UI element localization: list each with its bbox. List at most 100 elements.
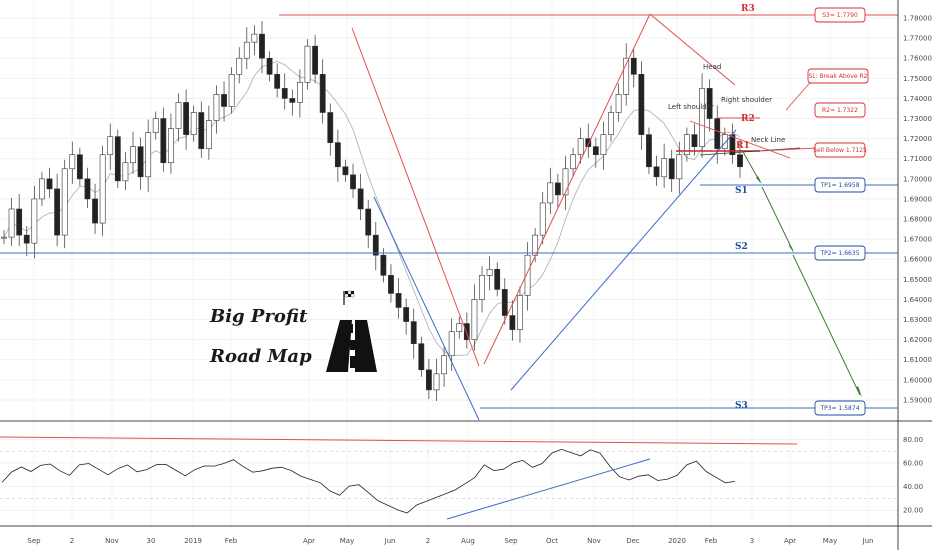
candle-body: [395, 293, 402, 308]
candle-body: [365, 208, 372, 236]
price-tick-label: 1.65000: [903, 276, 932, 284]
candle-body: [380, 254, 387, 276]
candle-body: [418, 343, 425, 371]
price-tick-label: 1.73000: [903, 115, 932, 123]
rsi-axis: 80.00 60.00 40.00 20.00: [903, 436, 923, 515]
candle-body: [236, 57, 243, 75]
target-box: [807, 68, 869, 84]
candle-body: [213, 94, 220, 121]
candlesticks: [1, 21, 743, 401]
candle-body: [228, 74, 235, 107]
candle-body: [737, 154, 743, 168]
candle-body: [691, 134, 698, 147]
candle-body: [8, 208, 15, 238]
candle-body: [221, 94, 227, 107]
candle-body: [517, 295, 523, 330]
candle-body: [646, 134, 652, 168]
candle-body: [683, 134, 690, 156]
candle-body: [259, 33, 265, 59]
sell-connector: [759, 147, 816, 152]
level-label-r2: R2: [741, 114, 755, 124]
price-tick-label: 1.62000: [903, 336, 932, 344]
candle-body: [274, 74, 281, 89]
neckline-red-line: [689, 120, 791, 159]
price-tick-label: 1.74000: [903, 95, 932, 103]
time-tick-label: Dec: [626, 537, 640, 545]
candle-body: [152, 118, 159, 133]
candle-body: [494, 268, 501, 290]
price-tick-label: 1.67000: [903, 236, 932, 244]
target-box: [814, 400, 866, 416]
price-axis: 1.78000 1.77000 1.76000 1.75000 1.74000 1.730…: [903, 15, 932, 405]
time-tick-label: Feb: [225, 537, 238, 545]
time-tick-label: Feb: [705, 537, 718, 545]
time-tick-label: Sep: [504, 537, 518, 545]
candle-body: [372, 234, 379, 256]
time-tick-label: 2019: [184, 537, 202, 545]
level-label-s3: S3: [735, 401, 748, 411]
level-label-r3: R3: [741, 4, 755, 14]
candle-body: [160, 118, 167, 164]
checkered-flag-icon: [343, 290, 355, 305]
candle-body: [16, 208, 23, 236]
candle-body: [706, 88, 713, 119]
candle-body: [69, 154, 76, 170]
annotation-neck-line: Neck Line: [751, 136, 785, 144]
candle-body: [471, 299, 478, 340]
candle-body: [721, 134, 728, 149]
price-tick-label: 1.59000: [903, 396, 932, 404]
time-tick-label: Jun: [384, 537, 396, 545]
candle-body: [668, 158, 675, 180]
candle-body: [463, 323, 470, 340]
price-tick-label: 1.75000: [903, 75, 932, 83]
downtrend-lower-line: [373, 196, 480, 421]
candle-body: [479, 275, 485, 300]
candle-body: [190, 112, 197, 135]
candle-body: [76, 154, 83, 180]
candle-body: [114, 136, 121, 182]
candle-body: [99, 154, 106, 224]
time-tick-label: 2: [426, 537, 430, 545]
time-tick-label: Sep: [27, 537, 41, 545]
candle-body: [699, 88, 705, 147]
time-tick-label: Jun: [862, 537, 874, 545]
target-box: [814, 7, 866, 23]
price-tick-label: 1.71000: [903, 155, 932, 163]
candle-body: [107, 136, 114, 156]
candle-body: [54, 188, 61, 236]
candle-body: [547, 182, 554, 204]
time-tick-label: 2: [70, 537, 74, 545]
candle-body: [630, 57, 637, 75]
candle-body: [297, 82, 303, 103]
target-box-label: TP1= 1.6958: [819, 182, 859, 189]
arrow-head: [856, 386, 862, 397]
time-tick-label: Apr: [303, 537, 315, 545]
candle-body: [562, 168, 569, 196]
arrow-head: [789, 244, 794, 253]
rsi-tick-label: 60.00: [903, 460, 923, 468]
candle-body: [600, 134, 607, 156]
arrow-head: [756, 176, 762, 184]
candle-body: [137, 146, 144, 178]
candle-body: [39, 178, 45, 200]
tp2-arrow: [761, 186, 794, 252]
road-icon: [326, 320, 377, 372]
level-label-r1: R1: [736, 141, 750, 151]
candle-body: [31, 198, 38, 244]
annotation-right-shoulder: Right shoulder: [721, 96, 772, 104]
level-label-s2: S2: [735, 242, 748, 252]
candle-body: [357, 188, 364, 210]
candle-body: [84, 178, 91, 200]
target-box: [814, 102, 866, 118]
candle-body: [486, 268, 493, 276]
candle-body: [350, 174, 356, 190]
price-tick-label: 1.76000: [903, 55, 932, 63]
candle-body: [501, 289, 508, 316]
candle-body: [570, 154, 576, 170]
candle-body: [243, 41, 250, 59]
candle-body: [410, 321, 417, 344]
target-box: [814, 177, 866, 193]
time-tick-label: Apr: [784, 537, 796, 545]
candle-body: [623, 57, 630, 95]
